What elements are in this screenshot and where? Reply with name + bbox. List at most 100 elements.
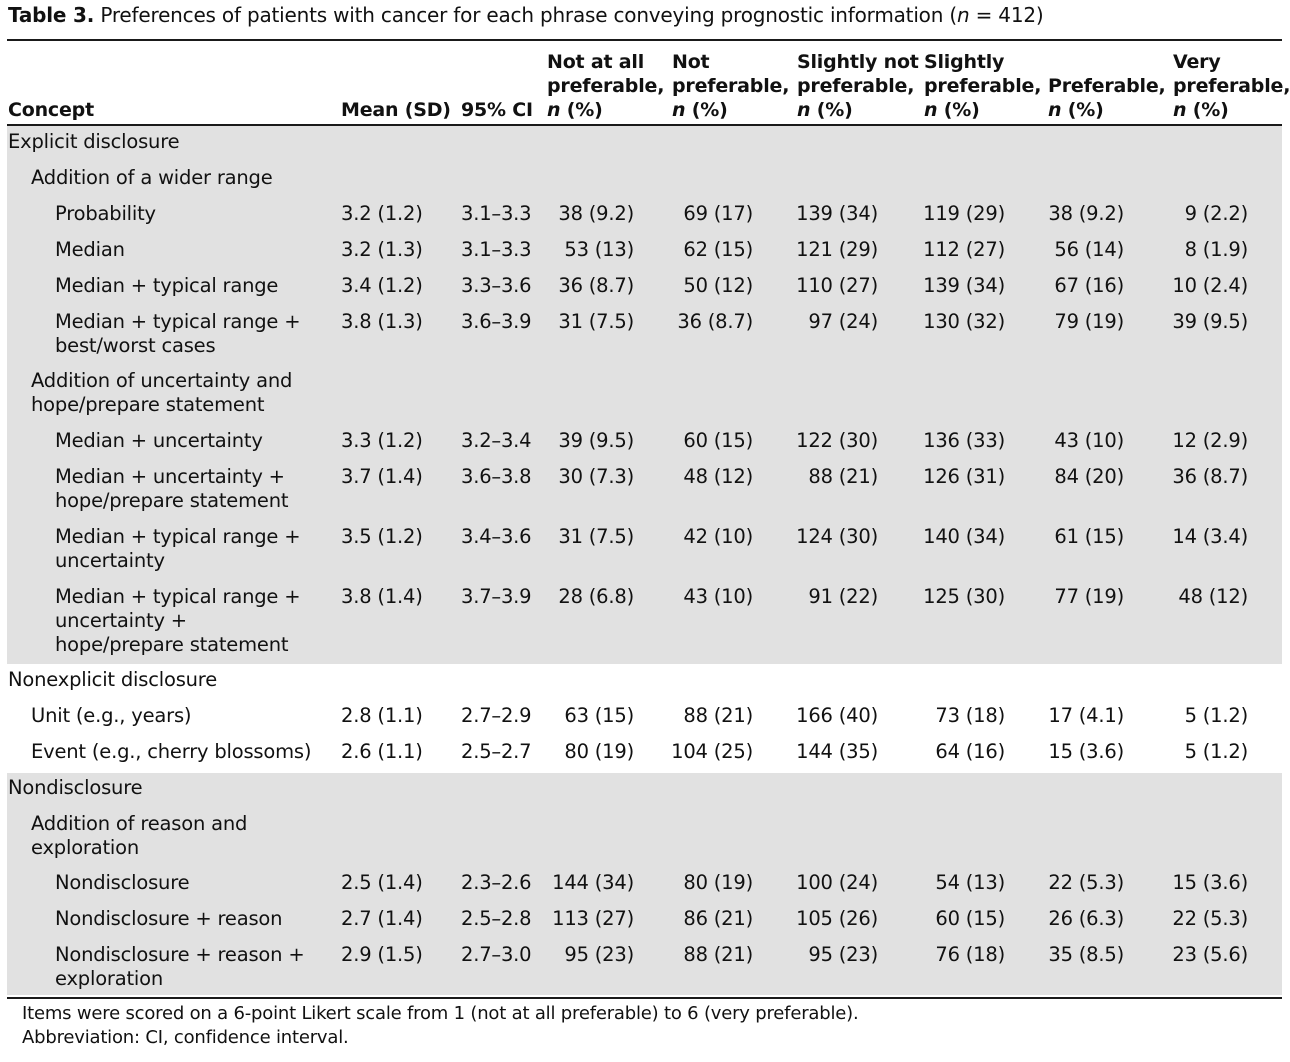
subsection-row: Addition of uncertainty and hope/prepare… <box>0 369 1290 417</box>
header-c1-line: n (%) <box>547 99 603 121</box>
header-c2-line: preferable, <box>672 75 790 97</box>
value-cell-col2: 60 (15) <box>683 429 753 452</box>
value-cell-col3: 139 (34) <box>796 202 878 225</box>
header-c6-line: n (%) <box>1173 99 1229 121</box>
value-cell-col3: 121 (29) <box>796 238 878 261</box>
ci-cell: 2.7–2.9 <box>461 704 532 727</box>
value-cell-col6: 10 (2.4) <box>1172 274 1248 297</box>
value-cell-col6: 5 (1.2) <box>1184 704 1249 727</box>
table-row: Nondisclosure + reason 2.7 (1.4) 2.5–2.8 11… <box>0 907 1290 931</box>
row-label: Median + typical range + uncertainty <box>55 525 301 572</box>
value-cell-col5: 84 (20) <box>1054 465 1124 488</box>
mean-sd-cell: 3.7 (1.4) <box>341 465 423 488</box>
value-cell-col6: 22 (5.3) <box>1172 907 1248 930</box>
value-cell-col6: 36 (8.7) <box>1172 465 1248 488</box>
value-cell-col5: 26 (6.3) <box>1048 907 1124 930</box>
value-cell-col6: 48 (12) <box>1178 585 1248 608</box>
caption-text: Preferences of patients with cancer for … <box>94 3 957 27</box>
value-cell-col1: 28 (6.8) <box>558 585 634 608</box>
row-label: Probability <box>55 202 156 225</box>
header-c4-line: Slightly <box>924 51 1005 73</box>
table-row: Median + typical range + best/worst case… <box>0 310 1290 358</box>
row-label: Addition of reason and exploration <box>31 812 248 859</box>
subsection-row: Addition of a wider range <box>0 166 1290 190</box>
row-label: Median + typical range + uncertainty + h… <box>55 585 301 656</box>
header-c1-line: Not at all <box>547 51 645 73</box>
value-cell-col4: 139 (34) <box>923 274 1005 297</box>
row-label: Unit (e.g., years) <box>31 704 192 727</box>
value-cell-col2: 86 (21) <box>683 907 753 930</box>
shaded-section-band <box>7 126 1282 664</box>
ci-cell: 3.2–3.4 <box>461 429 532 452</box>
footnote-line: Items were scored on a 6-point Likert sc… <box>22 1003 859 1024</box>
table-row: Probability 3.2 (1.2) 3.1–3.3 38 (9.2) 69 (1… <box>0 202 1290 226</box>
value-cell-col4: 125 (30) <box>923 585 1005 608</box>
row-label: Nondisclosure <box>55 871 190 894</box>
value-cell-col4: 64 (16) <box>935 740 1005 763</box>
mean-sd-cell: 2.9 (1.5) <box>341 943 423 966</box>
ci-cell: 2.5–2.7 <box>461 740 532 763</box>
value-cell-col6: 8 (1.9) <box>1184 238 1249 261</box>
value-cell-col3: 144 (35) <box>796 740 878 763</box>
value-cell-col4: 140 (34) <box>923 525 1005 548</box>
row-label: Explicit disclosure <box>8 130 180 153</box>
row-label: Nonexplicit disclosure <box>8 668 217 691</box>
table-row: Median + typical range + uncertainty 3.5 … <box>0 525 1290 573</box>
value-cell-col1: 113 (27) <box>552 907 634 930</box>
row-label: Median <box>55 238 125 261</box>
value-cell-col6: 9 (2.2) <box>1184 202 1249 225</box>
mean-sd-cell: 3.3 (1.2) <box>341 429 423 452</box>
value-cell-col3: 166 (40) <box>796 704 878 727</box>
footnote-line: Abbreviation: CI, confidence interval. <box>22 1027 349 1048</box>
header-c1-line: preferable, <box>547 75 665 97</box>
value-cell-col6: 5 (1.2) <box>1184 740 1249 763</box>
value-cell-col5: 61 (15) <box>1054 525 1124 548</box>
value-cell-col1: 144 (34) <box>552 871 634 894</box>
value-cell-col5: 15 (3.6) <box>1048 740 1124 763</box>
value-cell-col6: 12 (2.9) <box>1172 429 1248 452</box>
value-cell-col4: 130 (32) <box>923 310 1005 333</box>
table-row: Median + typical range 3.4 (1.2) 3.3–3.6 36… <box>0 274 1290 298</box>
value-cell-col1: 63 (15) <box>564 704 634 727</box>
header-c2-line: Not <box>672 51 710 73</box>
value-cell-col2: 48 (12) <box>683 465 753 488</box>
row-label: Median + typical range <box>55 274 279 297</box>
value-cell-col5: 56 (14) <box>1054 238 1124 261</box>
value-cell-col1: 31 (7.5) <box>558 525 634 548</box>
value-cell-col3: 88 (21) <box>808 465 878 488</box>
header-c3-line: preferable, <box>797 75 915 97</box>
table-row: Median + uncertainty 3.3 (1.2) 3.2–3.4 39 (… <box>0 429 1290 453</box>
value-cell-col1: 30 (7.3) <box>558 465 634 488</box>
mean-sd-cell: 3.8 (1.3) <box>341 310 423 333</box>
mean-sd-cell: 3.5 (1.2) <box>341 525 423 548</box>
value-cell-col3: 105 (26) <box>796 907 878 930</box>
ci-cell: 2.5–2.8 <box>461 907 532 930</box>
value-cell-col2: 43 (10) <box>683 585 753 608</box>
value-cell-col1: 36 (8.7) <box>558 274 634 297</box>
value-cell-col6: 15 (3.6) <box>1172 871 1248 894</box>
table-label: Table 3. <box>8 3 95 27</box>
value-cell-col5: 67 (16) <box>1054 274 1124 297</box>
row-label: Nondisclosure <box>8 776 143 799</box>
section-row: Explicit disclosure <box>0 130 1290 154</box>
value-cell-col5: 17 (4.1) <box>1048 704 1124 727</box>
ci-cell: 3.3–3.6 <box>461 274 532 297</box>
table-row: Nondisclosure 2.5 (1.4) 2.3–2.6 144 (34) 80 … <box>0 871 1290 895</box>
table-top-rule <box>7 39 1282 41</box>
value-cell-col5: 38 (9.2) <box>1048 202 1124 225</box>
value-cell-col2: 69 (17) <box>683 202 753 225</box>
value-cell-col2: 42 (10) <box>683 525 753 548</box>
value-cell-col2: 50 (12) <box>683 274 753 297</box>
section-row: Nonexplicit disclosure <box>0 668 1290 692</box>
ci-cell: 2.3–2.6 <box>461 871 532 894</box>
table-row: Median 3.2 (1.3) 3.1–3.3 53 (13) 62 (15) 121 … <box>0 238 1290 262</box>
header-c4-line: n (%) <box>924 99 980 121</box>
value-cell-col3: 95 (23) <box>808 943 878 966</box>
caption-n-value: = 412) <box>969 3 1044 27</box>
row-label: Median + typical range + best/worst case… <box>55 310 301 357</box>
header-c5-line: n (%) <box>1048 99 1104 121</box>
ci-cell: 3.1–3.3 <box>461 238 532 261</box>
value-cell-col2: 80 (19) <box>683 871 753 894</box>
value-cell-col1: 53 (13) <box>564 238 634 261</box>
ci-cell: 3.7–3.9 <box>461 585 532 608</box>
